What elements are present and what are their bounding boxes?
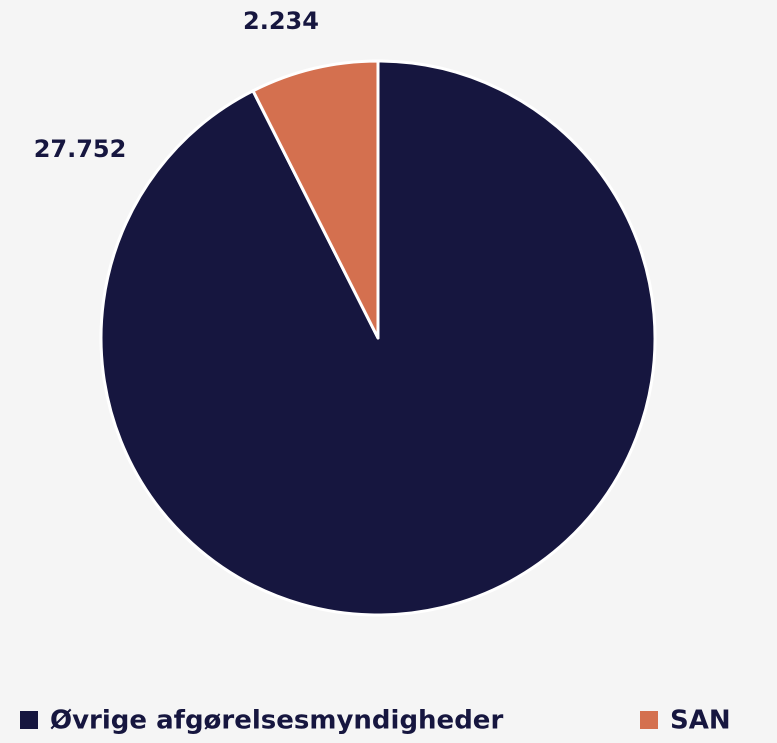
legend-swatch (20, 711, 38, 729)
legend-swatch (640, 711, 658, 729)
legend-label: SAN (670, 706, 731, 736)
pie-slice (251, 59, 380, 340)
data-label: 27.752 (34, 135, 127, 163)
legend-label: Øvrige afgørelsesmyndigheder (50, 706, 503, 736)
data-label: 2.234 (243, 7, 319, 35)
